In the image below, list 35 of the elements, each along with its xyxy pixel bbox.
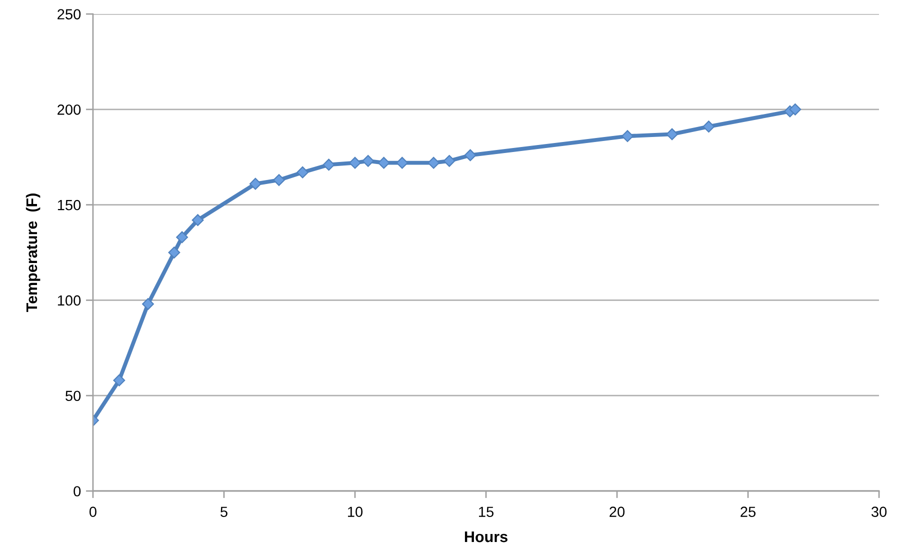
point <box>296 166 309 178</box>
x-tick-label: 0 <box>89 506 96 517</box>
point <box>142 298 154 310</box>
point <box>666 128 678 140</box>
point <box>192 214 204 226</box>
x-tick-label: 20 <box>610 506 625 517</box>
x-axis-title: Hours <box>464 532 508 542</box>
point <box>789 103 802 116</box>
x-tick-label: 25 <box>740 506 756 517</box>
y-tick-label: 200 <box>58 104 81 115</box>
point <box>443 154 456 167</box>
point <box>702 120 715 133</box>
y-tick-label: 150 <box>58 200 81 210</box>
point <box>322 158 335 171</box>
point <box>622 130 634 142</box>
point <box>176 231 188 244</box>
y-tick-label: 50 <box>66 390 81 402</box>
y-tick-label: 100 <box>58 295 81 306</box>
point <box>362 154 374 167</box>
point <box>378 156 390 169</box>
x-tick-label: 5 <box>220 506 228 517</box>
point <box>168 246 180 258</box>
x-tick-label: 30 <box>871 506 887 517</box>
point <box>396 156 408 169</box>
point <box>249 178 262 190</box>
y-tick-label: 0 <box>74 486 81 496</box>
point <box>428 156 440 169</box>
y-tick-label: 250 <box>58 9 81 20</box>
x-tick-label: 10 <box>348 506 363 517</box>
x-tick-label: 15 <box>479 506 494 517</box>
point <box>113 374 126 386</box>
point <box>464 149 476 162</box>
y-axis-title: Temperature (F) <box>26 194 40 312</box>
point <box>273 174 285 186</box>
point <box>349 156 361 169</box>
